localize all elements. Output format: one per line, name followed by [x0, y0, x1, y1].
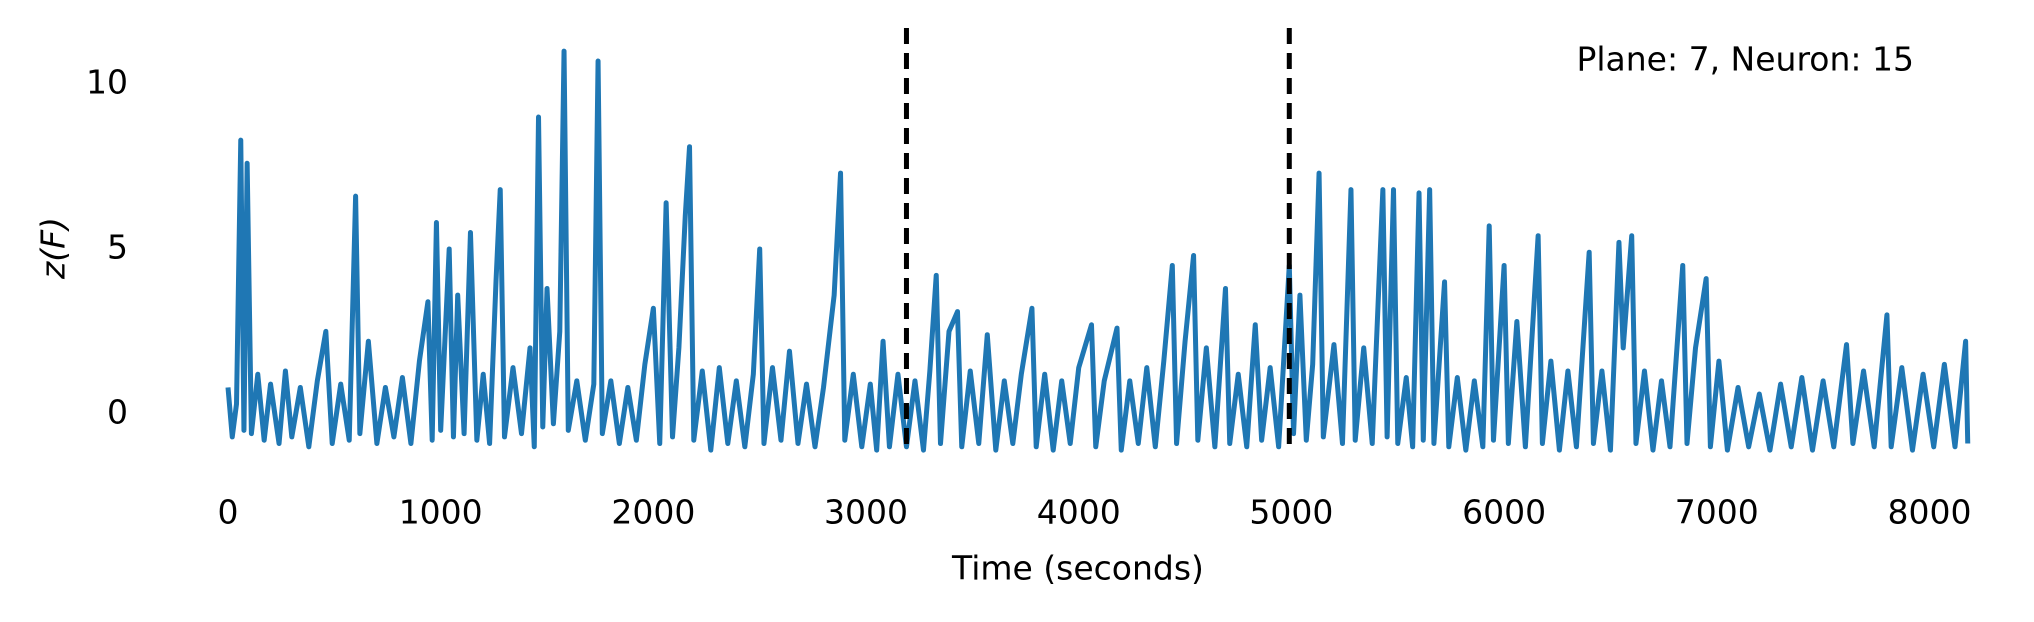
y-tick-label: 10: [86, 63, 128, 102]
y-axis-label: z(F): [34, 217, 73, 280]
y-tick-label: 5: [107, 227, 128, 266]
x-tick-label: 4000: [1037, 493, 1121, 532]
x-axis-label: Time (seconds): [951, 549, 1204, 588]
trace-line: [225, 48, 1971, 453]
x-tick-label: 1000: [399, 493, 483, 532]
y-tick-label: 0: [107, 392, 128, 431]
annotation: Plane: 7, Neuron: 15: [1576, 40, 1914, 79]
x-tick-label: 8000: [1887, 493, 1971, 532]
x-tick-label: 6000: [1462, 493, 1546, 532]
x-tick-label: 0: [218, 493, 239, 532]
x-tick-label: 7000: [1675, 493, 1759, 532]
x-tick-label: 3000: [824, 493, 908, 532]
x-tick-label: 2000: [611, 493, 695, 532]
x-tick-label: 5000: [1249, 493, 1333, 532]
